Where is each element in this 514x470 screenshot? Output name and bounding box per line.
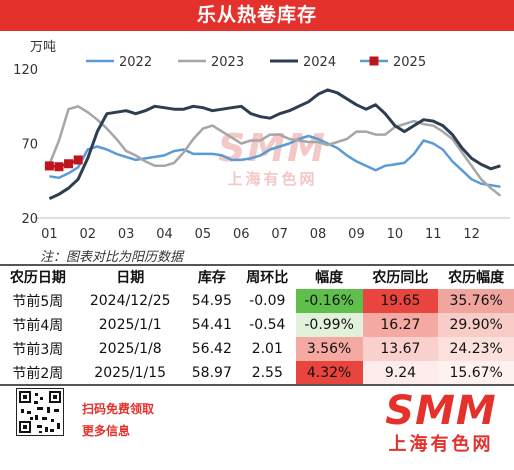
header-lunar-date: 农历日期: [9, 270, 66, 286]
cell-date: 2025/1/8: [98, 341, 162, 357]
x-tick-label: 05: [195, 227, 212, 242]
line-chart: 20 70 120 01 02 03 04 05 06 07 08 09 10 11 12 2022 2023 2…: [13, 55, 510, 242]
legend-label-2023: 2023: [211, 55, 244, 70]
cell-wow: -0.09: [249, 293, 286, 309]
x-tick-label: 08: [310, 227, 327, 242]
table-top-rule: [0, 264, 514, 266]
table-row: 节前3周 2025/1/8 56.42 2.01 3.56% 13.67 24.23%: [0, 337, 514, 361]
x-tick-label: 01: [41, 227, 58, 242]
qr-code: [16, 388, 64, 436]
series-line-2023: [48, 105, 502, 197]
cell-lunar-yoy: 16.27: [362, 313, 439, 337]
data-point-2025: [73, 155, 83, 165]
cell-lunar-pct: 24.23%: [438, 337, 514, 361]
data-point-2025: [44, 161, 54, 171]
cell-inventory: 54.41: [191, 317, 232, 333]
table-row: 节前2周 2025/1/15 58.97 2.55 4.32% 9.24 15.67%: [0, 361, 514, 385]
cell-lunar-date: 节前4周: [12, 318, 64, 334]
inventory-table: 农历日期 日期 库存 周环比 幅度 农历同比 农历幅度 节前5周 2024/12/…: [0, 265, 514, 385]
table-bottom-rule: [0, 384, 514, 386]
cell-date: 2025/1/15: [94, 365, 167, 381]
y-axis-title: 万吨: [30, 40, 57, 55]
data-point-2025: [54, 162, 64, 172]
header-lunar-yoy: 农历同比: [372, 270, 429, 286]
table-row: 节前5周 2024/12/25 54.95 -0.09 -0.16% 19.65 35.76…: [0, 289, 514, 313]
y-tick-label: 20: [21, 212, 38, 227]
cell-lunar-date: 节前3周: [12, 342, 64, 358]
cell-inventory: 58.97: [191, 365, 232, 381]
table-row: 节前4周 2025/1/1 54.41 -0.54 -0.99% 16.27 29.90%: [0, 313, 514, 337]
cell-date: 2025/1/1: [98, 317, 162, 333]
cell-lunar-yoy: 13.67: [362, 337, 439, 361]
header-change-pct: 幅度: [315, 270, 344, 286]
legend-label-2025: 2025: [393, 55, 426, 70]
cell-lunar-pct: 15.67%: [438, 361, 514, 385]
smm-logo: SMM 上海有色网: [385, 388, 497, 455]
cell-date: 2024/12/25: [89, 293, 171, 309]
cell-lunar-yoy: 9.24: [362, 361, 439, 385]
x-tick-label: 04: [156, 227, 173, 242]
x-tick-label: 10: [387, 227, 404, 242]
chart-title-banner: 乐从热卷库存: [0, 0, 514, 31]
series-line-2024: [48, 88, 501, 200]
header-wow: 周环比: [246, 270, 289, 286]
table-header-row: 农历日期 日期 库存 周环比 幅度 农历同比 农历幅度: [0, 265, 514, 289]
legend-marker-2025: [369, 56, 379, 66]
chart-note: 注：图表对比为阳历数据: [40, 250, 184, 265]
cell-lunar-pct: 29.90%: [438, 313, 514, 337]
footer-line-1: 扫码免费领取: [82, 402, 155, 416]
cell-lunar-pct: 35.76%: [438, 289, 514, 313]
x-tick-label: 03: [118, 227, 135, 242]
cell-lunar-yoy: 19.65: [362, 289, 439, 313]
data-point-2025: [64, 159, 74, 169]
x-tick-label: 06: [233, 227, 250, 242]
y-tick-label: 120: [13, 63, 38, 78]
x-tick-label: 09: [348, 227, 365, 242]
cell-lunar-date: 节前2周: [12, 366, 64, 382]
cell-change-pct: -0.16%: [295, 289, 363, 313]
legend-label-2022: 2022: [119, 55, 152, 70]
cell-wow: 2.01: [251, 341, 283, 357]
header-lunar-pct: 农历幅度: [448, 270, 505, 286]
cell-change-pct: 3.56%: [295, 337, 363, 361]
cell-change-pct: -0.99%: [295, 313, 363, 337]
x-tick-label: 12: [463, 227, 480, 242]
cell-wow: -0.54: [249, 317, 286, 333]
header-date: 日期: [116, 270, 145, 286]
cell-inventory: 54.95: [191, 293, 232, 309]
cell-inventory: 56.42: [191, 341, 232, 357]
x-tick-label: 07: [271, 227, 288, 242]
x-tick-label: 02: [79, 227, 96, 242]
cell-change-pct: 4.32%: [295, 361, 363, 385]
cell-wow: 2.55: [251, 365, 283, 381]
legend-label-2024: 2024: [303, 55, 336, 70]
series-line-2025: [49, 158, 79, 168]
y-tick-label: 70: [21, 138, 38, 153]
x-tick-label: 11: [425, 227, 442, 242]
header-inventory: 库存: [197, 270, 226, 286]
cell-lunar-date: 节前5周: [12, 294, 64, 310]
series-line-2022: [49, 134, 501, 188]
footer-line-2: 更多信息: [82, 424, 131, 438]
